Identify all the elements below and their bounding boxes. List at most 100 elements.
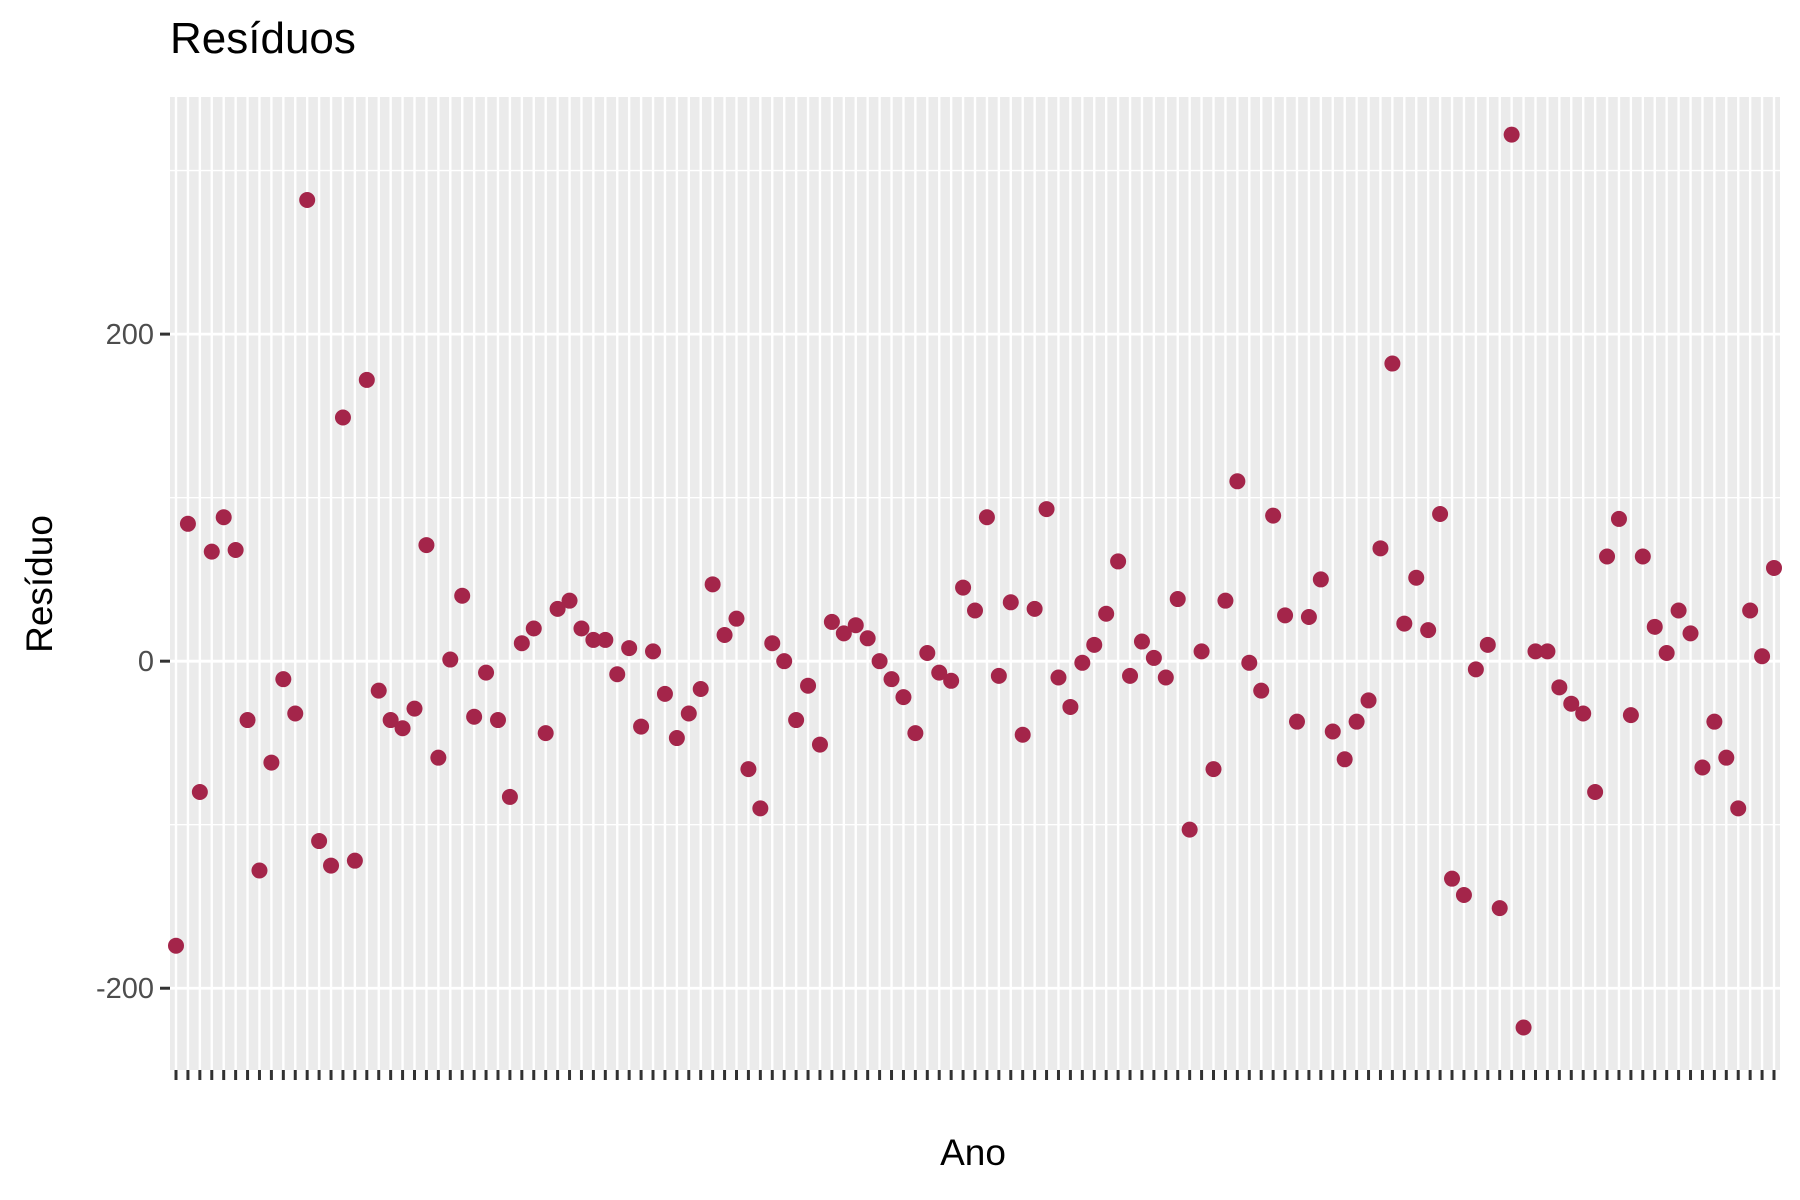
- data-point: [1062, 698, 1079, 715]
- data-point: [1730, 800, 1747, 817]
- data-point: [585, 631, 602, 648]
- data-point: [1658, 645, 1675, 661]
- data-point: [788, 712, 805, 729]
- data-point: [1002, 594, 1019, 611]
- data-point: [1253, 682, 1270, 699]
- data-point: [1086, 636, 1103, 653]
- data-point: [1408, 569, 1425, 586]
- data-point: [215, 509, 232, 526]
- data-point: [370, 682, 387, 699]
- data-point: [394, 720, 411, 737]
- data-point: [716, 627, 733, 644]
- data-point: [1539, 643, 1556, 660]
- data-point: [1766, 559, 1782, 576]
- data-point: [823, 613, 840, 630]
- data-point: [1145, 649, 1162, 666]
- data-point: [1551, 679, 1568, 696]
- data-point: [871, 653, 888, 670]
- data-point: [1599, 548, 1616, 565]
- data-point: [1193, 643, 1210, 660]
- y-axis: -200 0 200: [96, 319, 170, 1005]
- data-point: [1670, 602, 1687, 619]
- data-point: [168, 937, 184, 954]
- data-point: [943, 672, 960, 689]
- data-point: [525, 620, 542, 637]
- data-point: [955, 579, 972, 596]
- data-point: [1634, 548, 1651, 565]
- data-point: [1372, 540, 1389, 557]
- data-point: [1110, 553, 1127, 570]
- data-point: [1420, 622, 1437, 639]
- data-point: [1324, 723, 1341, 740]
- data-point: [466, 708, 483, 725]
- data-point: [1122, 667, 1139, 684]
- data-point: [299, 192, 316, 209]
- x-axis: [174, 1070, 1776, 1080]
- chart-title: Resíduos: [170, 14, 356, 63]
- data-point: [501, 788, 518, 805]
- data-point: [1503, 126, 1520, 143]
- data-point: [1181, 821, 1198, 838]
- data-point: [573, 620, 590, 637]
- data-point: [489, 712, 506, 729]
- data-point: [1026, 600, 1043, 617]
- data-point: [1229, 473, 1246, 490]
- data-point: [680, 705, 697, 722]
- data-point: [811, 736, 828, 753]
- data-point: [239, 712, 256, 729]
- data-point: [1050, 669, 1067, 686]
- data-point: [1754, 648, 1771, 665]
- data-point: [728, 610, 745, 627]
- data-point: [847, 617, 864, 634]
- y-tick-label: -200: [96, 973, 154, 1005]
- data-point: [656, 685, 673, 702]
- data-point: [1312, 571, 1329, 588]
- data-point: [191, 784, 208, 800]
- data-point: [179, 515, 196, 532]
- data-point: [1074, 654, 1091, 671]
- data-point: [203, 543, 220, 560]
- data-point: [454, 587, 471, 604]
- data-point: [1575, 705, 1592, 722]
- data-point: [549, 600, 566, 617]
- data-point: [907, 725, 924, 742]
- data-point: [1336, 751, 1353, 768]
- data-point: [931, 664, 948, 681]
- data-point: [406, 700, 423, 717]
- data-point: [513, 635, 530, 652]
- data-point: [334, 409, 351, 426]
- data-point: [561, 592, 578, 609]
- data-point: [1098, 605, 1115, 622]
- data-point: [776, 653, 793, 670]
- data-point: [1515, 1019, 1532, 1036]
- data-point: [1288, 713, 1305, 730]
- data-point: [835, 625, 852, 642]
- data-point: [1444, 870, 1461, 887]
- data-point: [418, 537, 435, 554]
- data-point: [311, 833, 328, 850]
- data-point: [692, 680, 709, 697]
- y-axis-title: Resíduo: [19, 515, 60, 653]
- data-point: [263, 754, 280, 771]
- data-point: [978, 509, 995, 526]
- data-point: [1384, 355, 1401, 372]
- data-point: [633, 718, 650, 735]
- data-point: [1205, 761, 1222, 778]
- data-point: [1217, 592, 1234, 609]
- data-point: [1241, 654, 1258, 671]
- data-point: [1718, 749, 1735, 766]
- data-point: [1432, 506, 1449, 522]
- data-point: [1587, 784, 1604, 800]
- plot-panel: [170, 97, 1780, 1070]
- data-points: [168, 126, 1782, 1036]
- data-point: [1265, 507, 1282, 524]
- data-point: [275, 671, 292, 688]
- data-point: [478, 664, 495, 681]
- data-point: [323, 857, 340, 874]
- data-point: [800, 677, 817, 694]
- data-point: [227, 541, 244, 558]
- data-point: [430, 749, 447, 766]
- data-point: [764, 635, 781, 652]
- data-point: [1646, 618, 1663, 635]
